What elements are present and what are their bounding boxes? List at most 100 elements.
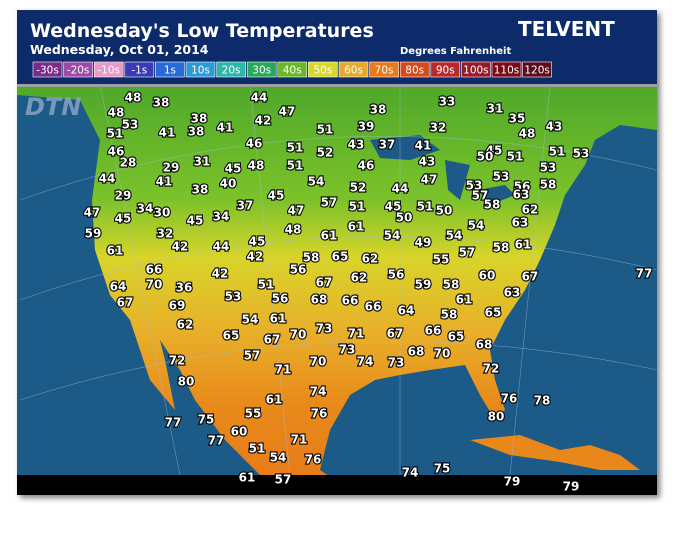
legend-label: 30s [252, 65, 271, 77]
station-temp: 63 [512, 216, 529, 230]
station-temp: 63 [504, 286, 521, 300]
station-temp: 54 [446, 229, 463, 243]
stations: 48 38 44 33 48 47 38 31 35 53 38 42 51 39 32 43 48 51 41 38… [83, 89, 654, 494]
station-temp: 63 [513, 188, 530, 202]
station-temp: 42 [212, 267, 229, 281]
station-temp: 53 [225, 290, 242, 304]
brand: TELVENT [518, 17, 615, 41]
station-temp: 73 [316, 322, 333, 336]
station-temp: 44 [392, 182, 409, 196]
station-temp: 56 [272, 292, 289, 306]
station-temp: 45 [225, 162, 242, 176]
station-temp: 43 [546, 120, 563, 134]
station-temp: 53 [573, 147, 590, 161]
station-temp: 46 [358, 159, 375, 173]
station-temp: 62 [362, 252, 379, 266]
station-temp: 52 [317, 146, 334, 160]
legend-swatch [369, 61, 399, 78]
station-temp: 61 [515, 238, 532, 252]
legend-swatch [461, 61, 491, 78]
station-temp: 67 [117, 296, 134, 310]
station-temp: 51 [107, 127, 124, 141]
station-temp: 50 [396, 211, 413, 225]
station-temp: 72 [169, 354, 186, 368]
legend-swatch [399, 61, 430, 78]
station-temp: 77 [165, 416, 182, 430]
title: Wednesday's Low Temperatures [30, 20, 374, 42]
legend-label: -10s [97, 65, 120, 77]
station-temp: 74 [310, 385, 327, 399]
station-temp: 48 [248, 159, 265, 173]
station-temp: 53 [493, 170, 510, 184]
station-temp: 45 [385, 200, 402, 214]
station-temp: 73 [388, 356, 405, 370]
station-temp: 66 [342, 294, 359, 308]
legend-swatch [155, 61, 185, 78]
station-temp: 76 [501, 392, 518, 406]
station-temp: 58 [443, 278, 460, 292]
station-temp: 60 [479, 269, 496, 283]
station-temp: 45 [486, 144, 503, 158]
station-temp: 54 [270, 451, 287, 465]
station-temp: 43 [348, 138, 365, 152]
station-temp: 59 [415, 278, 432, 292]
station-temp: 55 [245, 407, 262, 421]
station-temp: 54 [308, 175, 325, 189]
date: Wednesday, Oct 01, 2014 [30, 42, 209, 57]
station-temp: 49 [415, 236, 432, 250]
legend-swatch [430, 61, 461, 78]
station-temp: 38 [192, 183, 209, 197]
land [17, 85, 657, 495]
station-temp: 60 [231, 425, 248, 439]
station-temp: 29 [115, 189, 132, 203]
station-temp: 70 [290, 328, 307, 342]
station-temp: 47 [421, 173, 438, 187]
legend-label: 50s [313, 65, 332, 77]
station-temp: 62 [177, 318, 194, 332]
station-temp: 51 [258, 278, 275, 292]
station-temp: 70 [146, 278, 163, 292]
station-temp: 62 [351, 271, 368, 285]
legend-label: 120s [524, 65, 550, 77]
legend-swatch [522, 61, 552, 78]
station-temp: 54 [384, 229, 401, 243]
station-temp: 75 [434, 462, 451, 476]
station-temp: 51 [549, 145, 566, 159]
station-temp: 51 [287, 159, 304, 173]
station-temp: 71 [348, 327, 365, 341]
station-temp: 31 [487, 102, 504, 116]
station-temp: 58 [540, 178, 557, 192]
station-temp: 57 [275, 473, 292, 487]
legend-swatch [308, 61, 338, 78]
station-temp: 56 [290, 263, 307, 277]
station-temp: 80 [488, 410, 505, 424]
station-temp: 73 [339, 343, 356, 357]
station-temp: 54 [242, 313, 259, 327]
station-temp: 58 [484, 198, 501, 212]
station-temp: 61 [348, 220, 365, 234]
station-temp: 40 [220, 177, 237, 191]
station-temp: 69 [169, 299, 186, 313]
station-temp: 50 [436, 204, 453, 218]
station-temp: 42 [172, 240, 189, 254]
station-temp: 70 [310, 355, 327, 369]
legend-swatch [246, 61, 277, 78]
station-temp: 36 [176, 281, 193, 295]
station-temp: 53 [540, 161, 557, 175]
station-temp: 64 [110, 280, 127, 294]
station-temp: 37 [379, 138, 396, 152]
legend-label: 80s [405, 65, 424, 77]
station-temp: 46 [246, 137, 263, 151]
station-temp: 44 [213, 240, 230, 254]
station-temp: 51 [249, 442, 266, 456]
station-temp: 67 [316, 276, 333, 290]
station-temp: 66 [146, 263, 163, 277]
station-temp: 58 [441, 308, 458, 322]
station-temp: 61 [456, 293, 473, 307]
station-temp: 45 [249, 235, 266, 249]
station-temp: 53 [466, 179, 483, 193]
station-temp: 48 [108, 106, 125, 120]
station-temp: 74 [402, 466, 419, 480]
legend-label: -1s [131, 65, 147, 77]
